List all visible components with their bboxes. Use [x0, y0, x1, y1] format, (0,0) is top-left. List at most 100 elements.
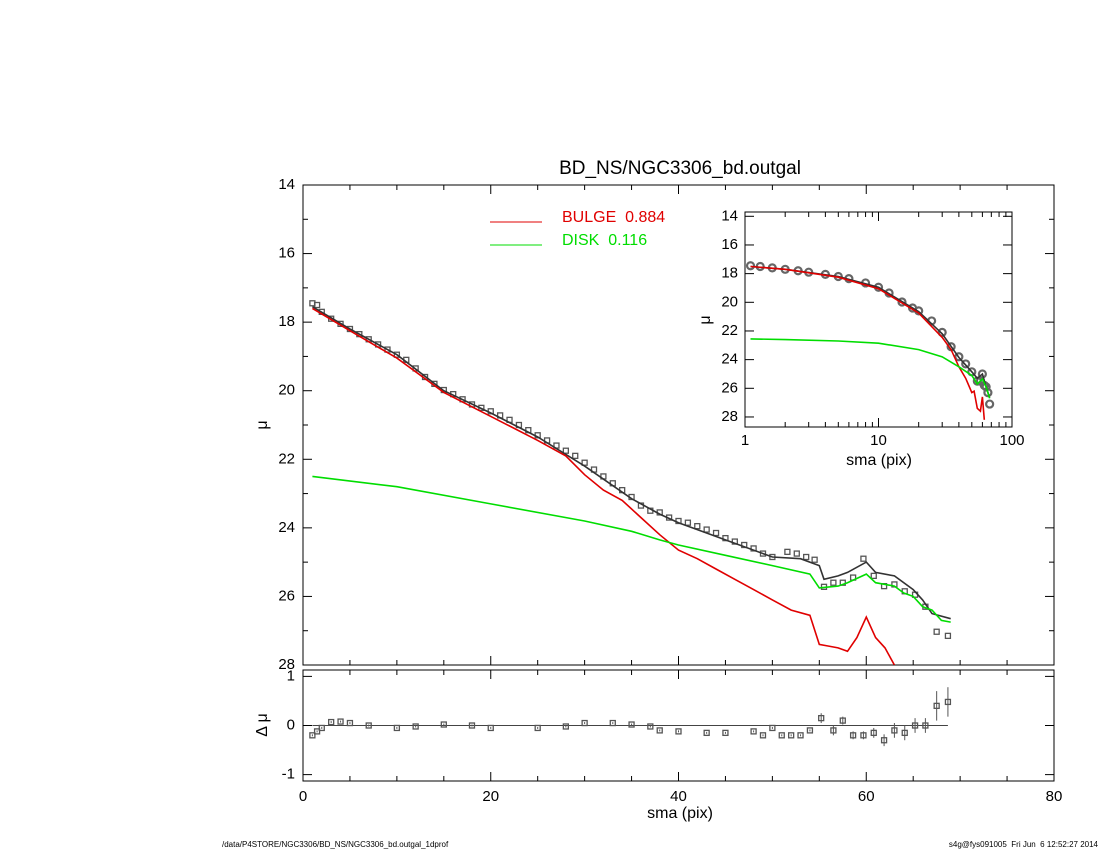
panel: 14 16 18 20 22 24 26 28 BD_NS/NGC3306_bd.outgal μ…	[254, 158, 1055, 673]
y-axis-label: μ	[697, 315, 714, 324]
y-tick-label: 0	[287, 716, 295, 733]
data-point	[803, 553, 810, 561]
data-point	[811, 556, 818, 563]
data-point	[365, 722, 372, 729]
data-point	[983, 388, 993, 398]
y-tick-label: 22	[278, 450, 295, 467]
frame	[744, 211, 1013, 428]
data-point	[745, 261, 756, 271]
y-tick-label: 20	[278, 382, 295, 399]
y-axis-label: μ	[254, 420, 271, 429]
legend-label: BULGE 0.884	[562, 209, 665, 226]
data-point	[818, 714, 825, 722]
data-point	[933, 702, 940, 710]
y-tick-label: 22	[721, 322, 738, 339]
data-point	[954, 352, 964, 362]
legend-label: DISK 0.116	[562, 232, 647, 249]
x-axis-label: sma (pix)	[846, 452, 912, 469]
data-point	[944, 698, 952, 706]
data-point	[313, 301, 321, 309]
data-point	[897, 297, 907, 307]
y-tick-label: 28	[721, 408, 738, 425]
data-point	[797, 732, 804, 739]
data-point	[961, 359, 971, 369]
data-point	[880, 737, 888, 744]
y-axis-label: Δ μ	[254, 713, 271, 736]
y-tick-label: 28	[278, 656, 295, 673]
data-point	[849, 732, 857, 739]
panel: 1 10 100 14 16 18 20 22 24 26 28 sma (pix) μ	[697, 207, 1024, 469]
data-point	[870, 729, 877, 737]
y-tick-label: 18	[721, 265, 738, 282]
x-tick-label: 80	[1046, 788, 1063, 805]
data-point	[694, 522, 701, 530]
model-line	[312, 475, 951, 623]
data-point	[860, 555, 867, 562]
y-tick-label: 14	[721, 207, 738, 224]
data-point	[562, 723, 569, 730]
data-point	[609, 719, 616, 727]
data-point	[412, 723, 419, 730]
data-point	[656, 727, 663, 734]
y-tick-label: 16	[721, 236, 738, 253]
data-point	[346, 719, 354, 727]
data-point	[839, 717, 846, 724]
footer-stamp: s4g@fys091005 Fri Jun 6 12:52:27 2014	[949, 840, 1099, 849]
data-point	[830, 579, 837, 586]
data-point	[830, 727, 837, 734]
data-point	[788, 732, 795, 739]
data-point	[793, 550, 800, 557]
data-point	[922, 722, 929, 729]
data-point	[985, 399, 995, 409]
data-point	[628, 721, 635, 728]
data-point	[337, 718, 344, 725]
x-tick-label: 10	[870, 432, 887, 449]
frame	[302, 184, 1055, 666]
data-point	[911, 722, 919, 729]
y-tick-label: 24	[721, 351, 738, 368]
y-tick-label: 16	[278, 245, 295, 262]
model-line	[311, 306, 951, 620]
data-point	[937, 327, 947, 337]
data-point	[806, 727, 814, 734]
plot-area	[745, 261, 995, 420]
data-point	[703, 729, 710, 737]
data-point	[944, 632, 952, 640]
y-tick-label: 26	[278, 587, 295, 604]
data-point	[703, 526, 710, 533]
data-point	[759, 732, 767, 739]
footer-path: /data/P4STORE/NGC3306/BD_NS/NGC3306_bd.o…	[222, 840, 449, 849]
model-line	[750, 338, 991, 399]
data-point	[468, 722, 476, 729]
y-tick-label: 1	[287, 667, 295, 684]
data-point	[933, 628, 940, 635]
data-point	[759, 550, 767, 557]
data-point	[487, 724, 494, 732]
data-point	[870, 572, 877, 580]
x-tick-label: 0	[299, 788, 307, 805]
x-tick-label: 60	[858, 788, 875, 805]
data-point	[572, 452, 579, 460]
data-point	[778, 732, 785, 739]
data-point	[684, 519, 692, 526]
data-point	[318, 724, 325, 732]
x-tick-label: 20	[482, 788, 499, 805]
x-tick-label: 1	[741, 432, 749, 449]
data-point	[647, 723, 654, 730]
y-tick-label: 20	[721, 293, 738, 310]
y-tick-label: 24	[278, 519, 295, 536]
data-point	[313, 728, 321, 735]
data-point	[440, 721, 447, 728]
data-point	[562, 447, 569, 454]
data-point	[901, 729, 908, 737]
chart-title: BD_NS/NGC3306_bd.outgal	[559, 158, 801, 179]
data-point	[328, 718, 335, 726]
plot-area	[309, 687, 952, 747]
data-point	[675, 728, 682, 735]
y-tick-label: -1	[282, 766, 295, 783]
data-point	[891, 727, 898, 734]
data-point	[750, 728, 757, 735]
